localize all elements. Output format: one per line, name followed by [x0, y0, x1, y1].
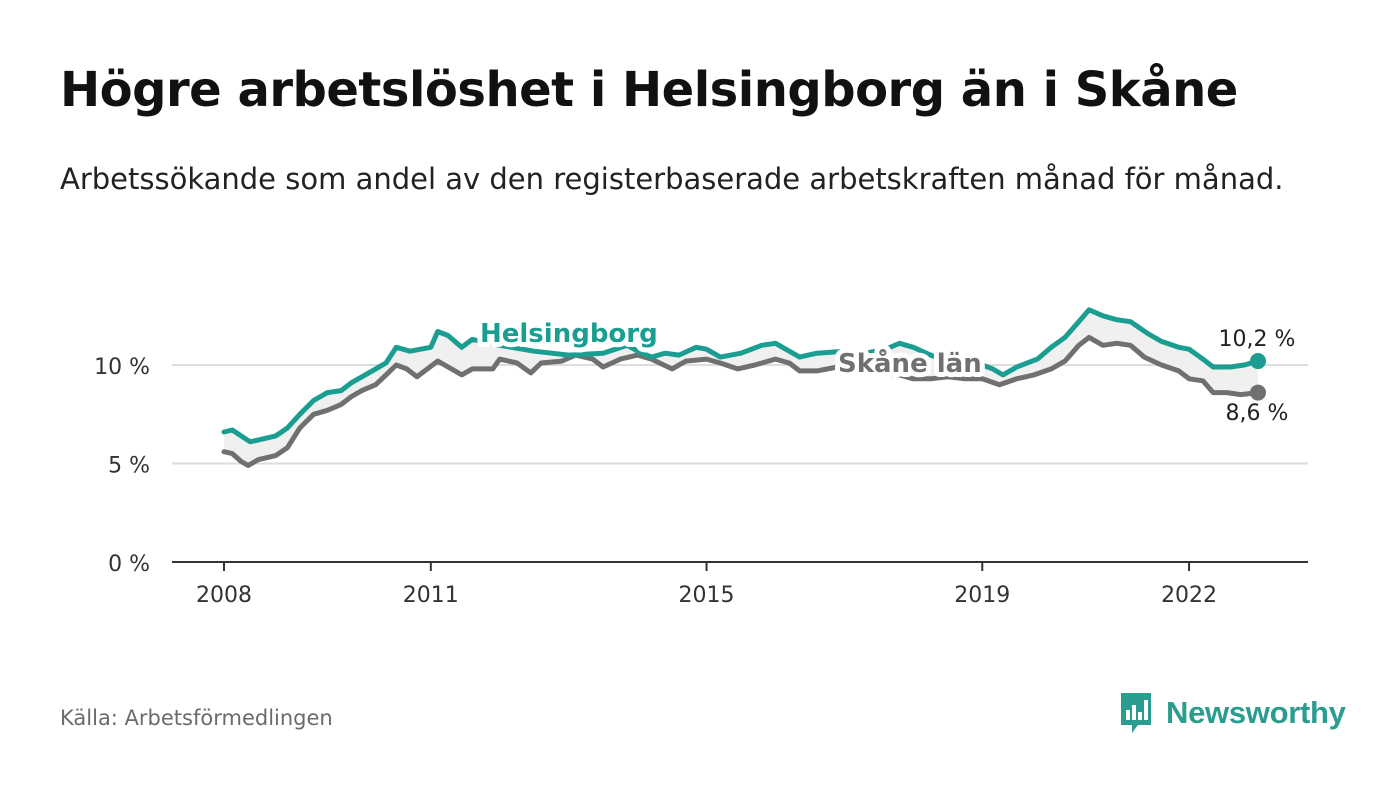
gap-area	[224, 309, 1258, 466]
x-tick-label: 2019	[954, 583, 1010, 608]
source-note: Källa: Arbetsförmedlingen	[60, 706, 333, 730]
x-tick-label: 2015	[679, 583, 735, 608]
series-line-helsingborg	[221, 307, 1261, 445]
end-point-helsingborg	[1250, 353, 1266, 370]
end-point-skane	[1250, 384, 1266, 401]
end-label-skane: 8,6 %	[1226, 401, 1289, 426]
brand-name: Newsworthy	[1166, 695, 1346, 730]
chart-title: Högre arbetslöshet i Helsingborg än i Sk…	[60, 62, 1238, 118]
series-line-skane	[221, 334, 1261, 468]
series-label-skane: Skåne län	[838, 347, 982, 379]
y-tick-label: 0 %	[108, 552, 150, 577]
x-tick-label: 2022	[1161, 583, 1217, 608]
brand[interactable]: Newsworthy	[1118, 690, 1346, 736]
y-tick-label: 10 %	[94, 355, 150, 380]
chart-subtitle: Arbetssökande som andel av den registerb…	[60, 162, 1284, 196]
x-tick-label: 2011	[403, 583, 459, 608]
end-label-helsingborg: 10,2 %	[1219, 327, 1296, 352]
x-tick-label: 2008	[196, 583, 252, 608]
y-tick-label: 5 %	[108, 454, 150, 479]
series-label-helsingborg: Helsingborg	[480, 319, 658, 349]
newsworthy-logo-icon	[1118, 690, 1154, 736]
